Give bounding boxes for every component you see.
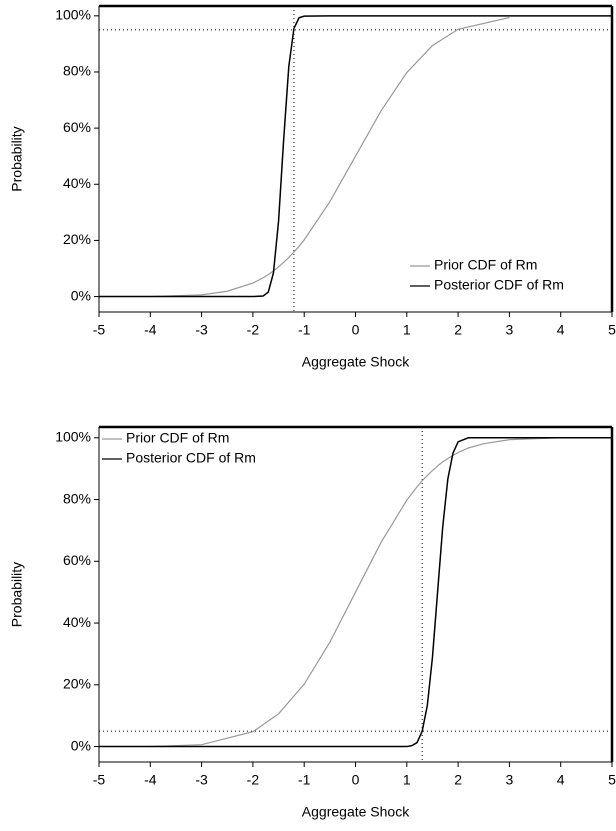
y-tick-label: 60% [63, 552, 91, 568]
x-tick-label: -2 [247, 772, 260, 788]
x-tick-label: 3 [506, 772, 514, 788]
legend-label: Posterior CDF of Rm [126, 450, 256, 466]
x-tick-label: 3 [506, 322, 514, 338]
x-tick-label: -5 [93, 322, 106, 338]
y-tick-label: 100% [55, 429, 91, 445]
x-tick-label: -3 [195, 322, 208, 338]
y-tick-label: 80% [63, 490, 91, 506]
x-tick-label: 4 [557, 322, 565, 338]
x-axis-label: Aggregate Shock [302, 354, 410, 370]
x-tick-label: -2 [247, 322, 260, 338]
y-tick-label: 0% [71, 287, 91, 303]
x-tick-label: 1 [403, 772, 411, 788]
y-tick-label: 40% [63, 614, 91, 630]
legend-label: Prior CDF of Rm [434, 257, 537, 273]
x-tick-label: 4 [557, 772, 565, 788]
legend-label: Posterior CDF of Rm [434, 277, 564, 293]
y-tick-label: 60% [63, 119, 91, 135]
y-tick-label: 20% [63, 231, 91, 247]
x-tick-label: 1 [403, 322, 411, 338]
y-tick-label: 100% [55, 7, 91, 23]
y-tick-label: 20% [63, 676, 91, 692]
cdf-line [99, 437, 612, 748]
y-tick-label: 0% [71, 737, 91, 753]
y-axis-label: Probability [9, 562, 25, 627]
x-tick-label: -4 [144, 772, 157, 788]
y-axis-label: Probability [9, 126, 25, 191]
x-tick-label: 2 [454, 322, 462, 338]
x-axis-label: Aggregate Shock [302, 804, 410, 820]
x-tick-label: 0 [352, 772, 360, 788]
x-tick-label: 0 [352, 322, 360, 338]
y-tick-label: 80% [63, 63, 91, 79]
cdf-line [99, 16, 510, 298]
x-tick-label: -1 [298, 772, 311, 788]
x-tick-label: -1 [298, 322, 311, 338]
x-tick-label: -4 [144, 322, 157, 338]
x-tick-label: 5 [608, 322, 616, 338]
cdf-line [150, 437, 612, 748]
x-tick-label: 5 [608, 772, 616, 788]
cdf-line [99, 15, 612, 298]
legend-label: Prior CDF of Rm [126, 430, 229, 446]
x-tick-label: -3 [195, 772, 208, 788]
x-tick-label: 2 [454, 772, 462, 788]
y-tick-label: 40% [63, 175, 91, 191]
x-tick-label: -5 [93, 772, 106, 788]
